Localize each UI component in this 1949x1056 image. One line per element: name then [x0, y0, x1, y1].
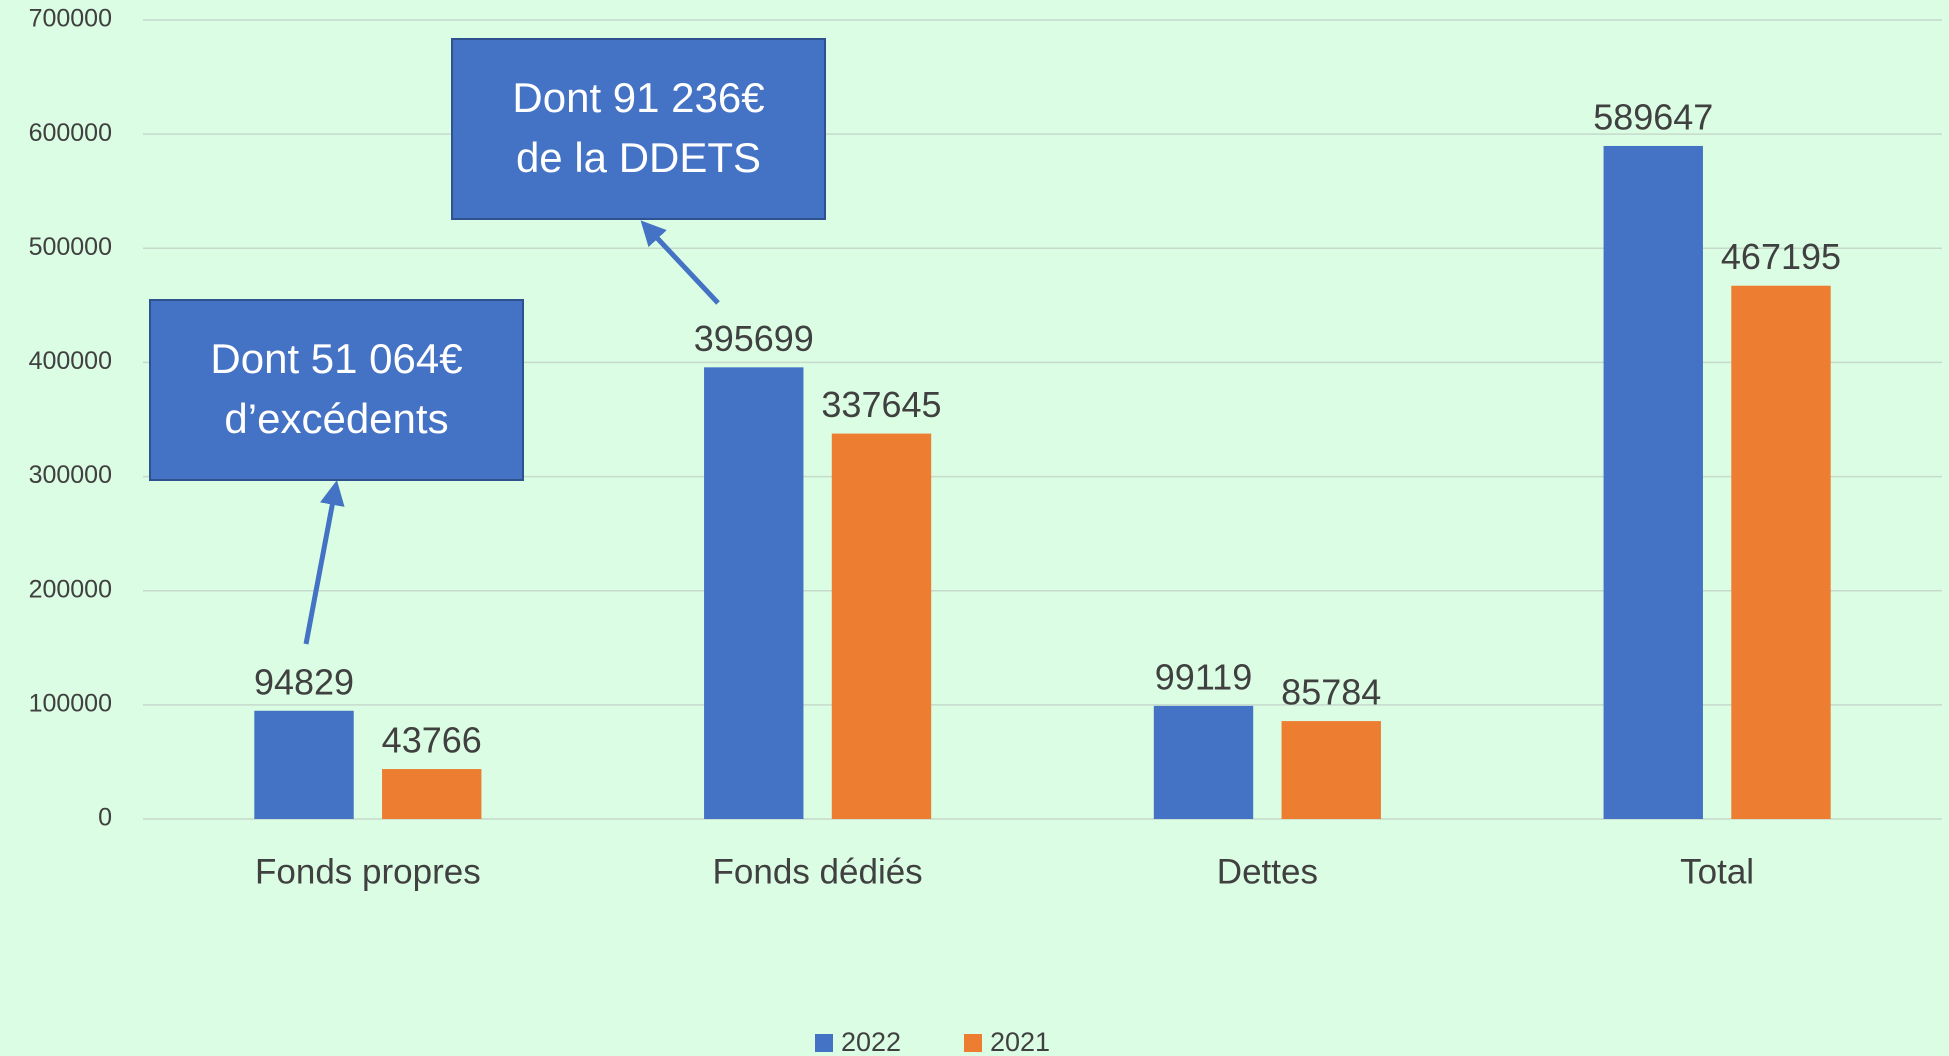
y-tick-label: 0	[98, 804, 112, 832]
y-tick-label: 700000	[29, 5, 112, 33]
annotation-arrow	[640, 220, 720, 305]
value-label: 85784	[1281, 672, 1381, 713]
legend-label: 2022	[841, 1027, 901, 1056]
annotation-arrow	[303, 480, 345, 645]
legend-label: 2021	[990, 1027, 1050, 1056]
value-label: 43766	[382, 720, 482, 761]
annotation-box	[451, 38, 826, 220]
value-label: 99119	[1155, 656, 1252, 697]
y-tick-label: 200000	[29, 575, 112, 603]
value-label: 337645	[821, 384, 941, 425]
value-label: 589647	[1593, 96, 1713, 137]
bar	[1281, 721, 1381, 819]
x-tick-label: Fonds dédiés	[713, 852, 923, 891]
x-tick-label: Dettes	[1217, 852, 1318, 891]
y-tick-label: 100000	[29, 689, 112, 717]
annotation-text: de la DDETS	[516, 134, 761, 181]
y-tick-label: 400000	[29, 347, 112, 375]
y-tick-label: 600000	[29, 119, 112, 147]
x-tick-label: Fonds propres	[255, 852, 481, 891]
bar	[1153, 705, 1254, 819]
bar	[704, 367, 804, 819]
bar	[1603, 145, 1703, 819]
value-label: 94829	[254, 661, 354, 702]
bar	[831, 433, 932, 819]
x-tick-label: Total	[1680, 852, 1754, 891]
bar	[382, 769, 482, 819]
value-label: 467195	[1721, 236, 1841, 277]
annotation-text: Dont 51 064€	[210, 335, 462, 382]
y-tick-label: 500000	[29, 233, 112, 261]
annotation-text: Dont 91 236€	[512, 74, 764, 121]
bar	[254, 710, 354, 819]
legend-swatch	[964, 1034, 982, 1052]
value-label: 395699	[694, 318, 814, 359]
annotation-text: d’excédents	[224, 395, 448, 442]
bar	[1731, 285, 1831, 819]
legend-swatch	[815, 1034, 833, 1052]
annotation-box	[149, 299, 524, 481]
y-tick-label: 300000	[29, 461, 112, 489]
